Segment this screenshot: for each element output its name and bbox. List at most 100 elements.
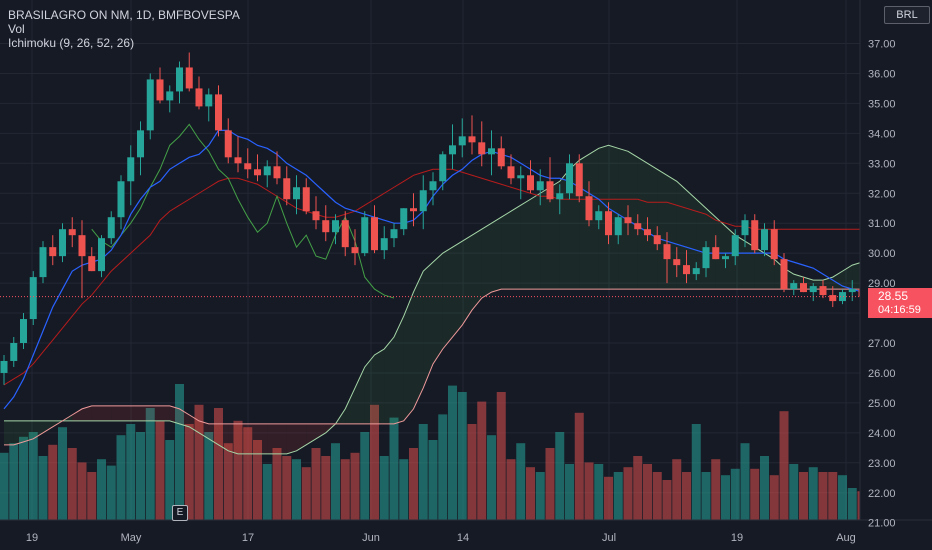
volume-bar	[535, 472, 545, 520]
volume-bar	[301, 467, 311, 520]
cloud-segment	[43, 420, 53, 433]
volume-bar	[769, 475, 779, 520]
volume-bar	[350, 452, 360, 520]
cloud-segment	[511, 205, 521, 290]
volume-bar	[555, 432, 565, 520]
candle-body	[10, 343, 18, 361]
cloud-segment	[442, 247, 453, 349]
chart-legend: BRASILAGRO ON NM, 1D, BMFBOVESPA Vol Ich…	[8, 8, 240, 50]
candle-body	[351, 247, 359, 254]
cloud-segment	[160, 405, 170, 421]
candle-body	[185, 67, 193, 89]
volume-bar	[136, 432, 145, 520]
volume-bar	[282, 456, 292, 520]
cloud-segment	[472, 229, 482, 311]
price-tick-label: 37.00	[868, 39, 896, 51]
candle-body	[458, 136, 466, 146]
cloud-segment	[530, 193, 541, 290]
volume-bar	[613, 472, 623, 520]
cloud-segment	[169, 405, 180, 424]
cloud-segment	[316, 423, 326, 439]
volume-bar	[487, 435, 496, 520]
candle-body	[614, 217, 622, 236]
symbol-title[interactable]: BRASILAGRO ON NM, 1D, BMFBOVESPA	[8, 8, 240, 22]
cloud-segment	[228, 423, 238, 454]
candle-body	[254, 169, 261, 176]
volume-bar	[808, 467, 818, 520]
candle-body	[790, 283, 798, 290]
volume-bar	[662, 480, 672, 520]
price-tick-label: 26.00	[868, 368, 896, 380]
candle-body	[683, 265, 690, 275]
cloud-segment	[452, 241, 463, 338]
candle-body	[302, 187, 310, 212]
candle-body	[575, 163, 583, 197]
candle-body	[0, 360, 8, 373]
volume-bar	[233, 420, 243, 520]
candle-body	[497, 148, 505, 167]
ichimoku-indicator-label[interactable]: Ichimoku (9, 26, 52, 26)	[8, 36, 135, 50]
cloud-segment	[111, 405, 121, 421]
volume-bar	[87, 472, 97, 520]
candle-body	[712, 247, 720, 260]
candle-body	[322, 220, 330, 233]
cloud-segment	[130, 405, 141, 421]
candle-body	[156, 79, 164, 101]
candle-body	[127, 157, 135, 182]
cloud-segment	[842, 265, 853, 290]
volume-bar	[574, 412, 584, 520]
price-tick-label: 35.00	[868, 98, 896, 110]
candle-body	[624, 217, 632, 224]
candle-body	[283, 178, 291, 200]
cloud-segment	[423, 262, 433, 388]
cloud-segment	[286, 423, 297, 454]
candle-body	[829, 295, 837, 302]
cloud-segment	[13, 420, 24, 445]
cloud-segment	[355, 366, 365, 424]
cloud-segment	[345, 387, 355, 424]
time-tick-label: 14	[457, 532, 469, 544]
cloud-segment	[520, 199, 531, 290]
candle-body	[390, 229, 398, 239]
cloud-segment	[394, 316, 404, 424]
candle-body	[263, 166, 271, 176]
time-tick-label: 19	[731, 532, 743, 544]
volume-bar	[194, 404, 204, 520]
volume-bar	[418, 424, 428, 520]
candle-body	[809, 286, 817, 293]
volume-bar	[223, 443, 233, 520]
volume-bar	[19, 436, 28, 520]
volume-bar	[370, 404, 379, 520]
volume-indicator-label[interactable]: Vol	[8, 22, 25, 36]
volume-bar	[175, 384, 184, 520]
volume-bar	[253, 440, 262, 520]
candle-body	[29, 277, 37, 320]
cloud-segment	[589, 148, 599, 290]
earnings-marker[interactable]: E	[172, 505, 188, 521]
volume-bar	[28, 432, 38, 520]
cloud-segment	[140, 405, 151, 421]
cloud-segment	[491, 217, 502, 293]
volume-bar	[730, 468, 740, 520]
cloud-segment	[82, 405, 92, 421]
volume-bar	[145, 408, 155, 520]
volume-bar	[516, 443, 526, 520]
cloud-segment	[4, 420, 14, 445]
candle-body	[663, 244, 671, 260]
candle-body	[410, 208, 417, 212]
volume-bar	[779, 411, 789, 520]
candle-body	[507, 166, 515, 179]
cloud-segment	[121, 405, 131, 421]
candle-body	[702, 247, 710, 269]
candle-body	[800, 283, 807, 293]
volume-bar	[750, 468, 760, 520]
volume-bar	[701, 472, 711, 520]
price-axis	[860, 0, 932, 550]
time-tick-label: Jul	[602, 532, 616, 544]
candle-body	[59, 229, 66, 257]
volume-bar	[340, 459, 350, 520]
volume-bar	[165, 440, 175, 520]
currency-badge[interactable]: BRL	[884, 6, 930, 24]
cloud-segment	[267, 423, 277, 454]
